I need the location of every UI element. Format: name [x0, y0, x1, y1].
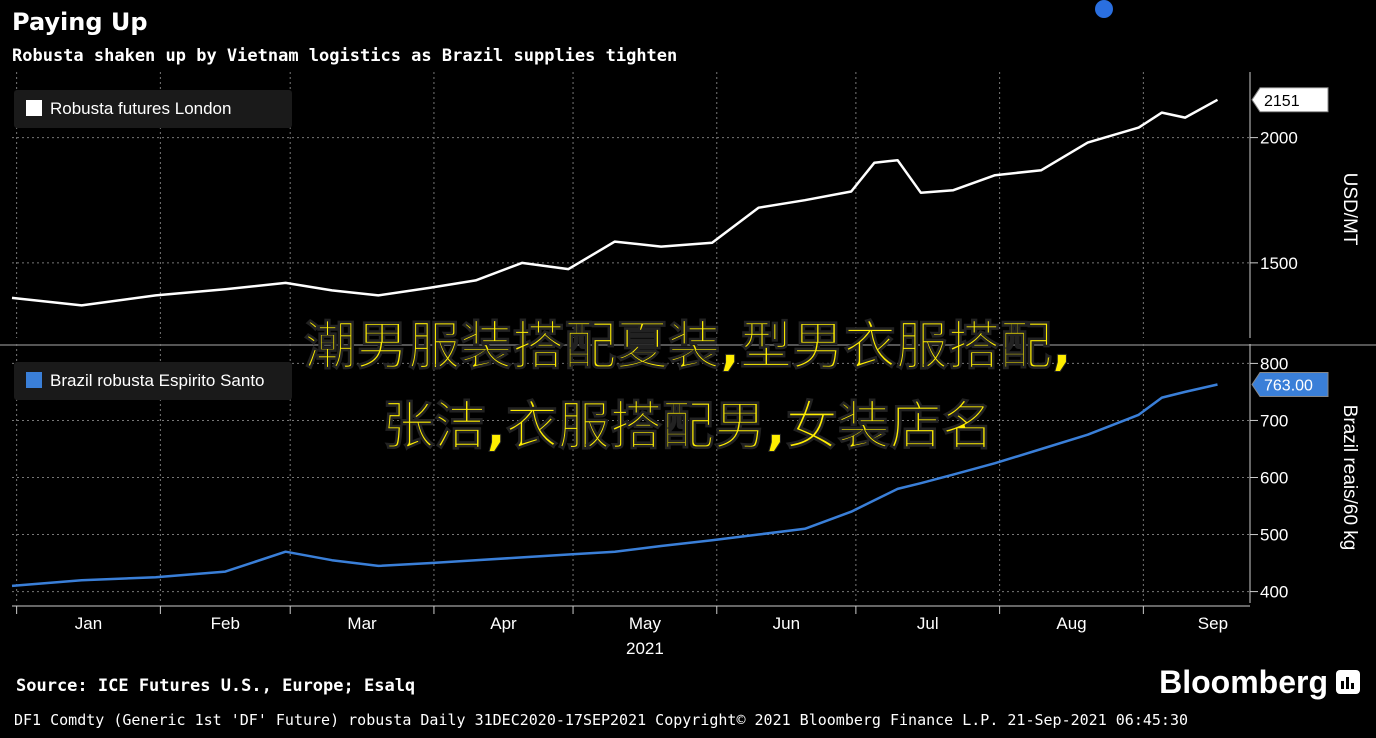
legend-box [14, 362, 292, 400]
x-tick-label: Jun [773, 614, 800, 633]
legend-label: Brazil robusta Espirito Santo [50, 371, 265, 390]
series-lines [11, 98, 1219, 588]
overlay-text-line-1: 潮男服装搭配夏装,型男衣服搭配, [304, 317, 1073, 378]
footer-metadata: DF1 Comdty (Generic 1st 'DF' Future) rob… [14, 711, 1188, 729]
series-line [11, 98, 1219, 307]
legends: Robusta futures London Brazil robusta Esp… [14, 90, 292, 400]
legend-box [14, 90, 292, 128]
blue-dot-marker [1095, 0, 1113, 18]
last-value-flag [1251, 87, 1329, 113]
x-tick-label: Mar [347, 614, 377, 633]
y-tick-label: 400 [1260, 583, 1288, 602]
last-value-label: 763.00 [1264, 378, 1313, 395]
chart-title: Paying Up [12, 8, 148, 36]
chart-subtitle: Robusta shaken up by Vietnam logistics a… [12, 46, 678, 66]
legend-swatch [26, 100, 42, 116]
legend: Robusta futures London [14, 90, 292, 128]
y-tick-label: 600 [1260, 469, 1288, 488]
legend: Brazil robusta Espirito Santo [14, 362, 292, 400]
y-tick-label: 700 [1260, 411, 1288, 430]
y-tick-label: 500 [1260, 526, 1288, 545]
source-note: Source: ICE Futures U.S., Europe; Esalq [16, 676, 416, 696]
x-tick-label: May [629, 614, 662, 633]
legend-swatch [26, 372, 42, 388]
legend-label: Robusta futures London [50, 99, 231, 118]
overlay-text-line-2: 张洁,衣服搭配男,女装店名 [382, 397, 995, 458]
y-tick-label: 1500 [1260, 254, 1298, 273]
last-value-label: 2151 [1264, 93, 1300, 110]
x-tick-label: Sep [1198, 614, 1228, 633]
x-tick-label: Jan [75, 614, 102, 633]
x-tick-label: Apr [490, 614, 517, 633]
y-axis-label: USD/MT [1339, 173, 1360, 246]
x-tick-label: Jul [917, 614, 939, 633]
axes: 1500 2000 USD/MT 2151 400 500 600 700 800 Brazil … [12, 72, 1360, 658]
last-value-flag [1251, 372, 1329, 398]
bloomberg-logo: Bloomberg [1159, 664, 1328, 700]
y-axis-label: Brazil reais/60 kg [1339, 405, 1360, 551]
x-tick-label: Aug [1056, 614, 1086, 633]
x-tick-label: Feb [211, 614, 240, 633]
y-tick-label: 2000 [1260, 129, 1298, 148]
x-year-label: 2021 [626, 639, 664, 658]
y-tick-label: 800 [1260, 354, 1288, 373]
series-line [11, 383, 1218, 588]
bloomberg-terminal-icon [1336, 670, 1360, 694]
